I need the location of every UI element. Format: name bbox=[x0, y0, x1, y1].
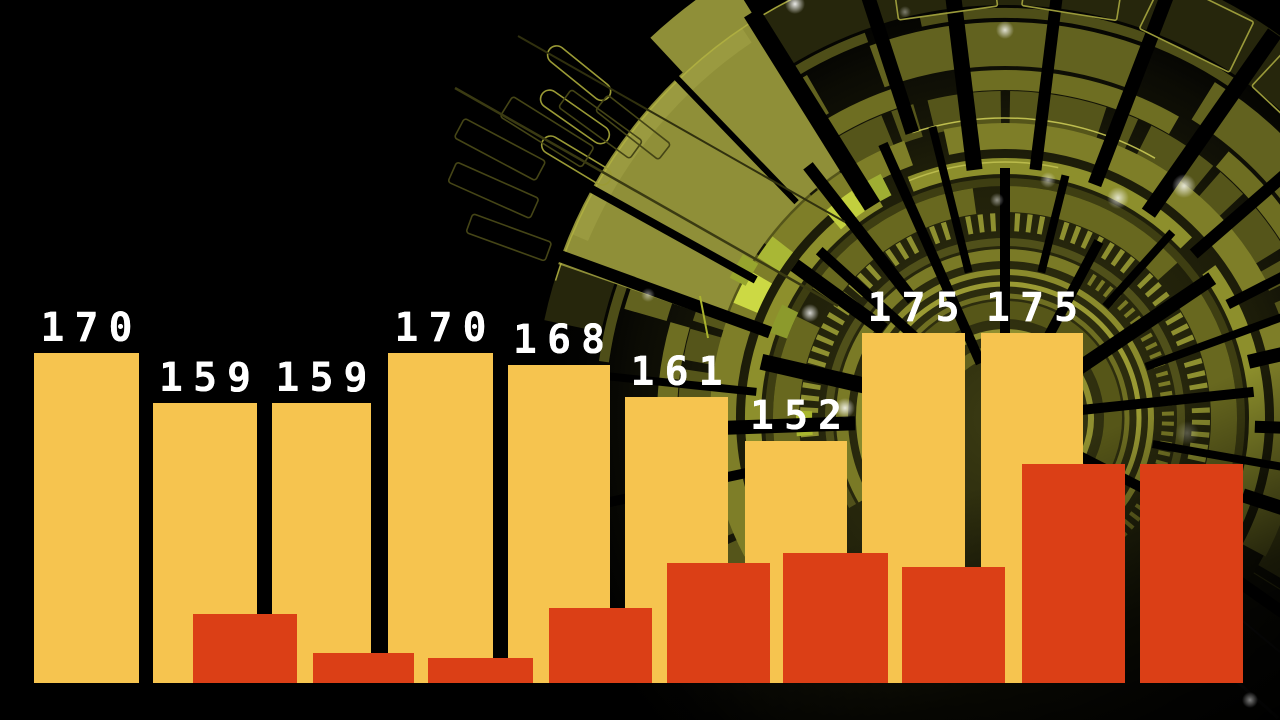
primary-bar bbox=[388, 353, 493, 683]
bar-value-label: 152 bbox=[749, 393, 853, 439]
bar-value-label: 170 bbox=[394, 305, 497, 351]
glow-particle bbox=[899, 6, 911, 18]
secondary-bar bbox=[313, 653, 414, 683]
secondary-bar bbox=[1022, 464, 1125, 683]
glow-particle bbox=[1242, 692, 1258, 708]
secondary-bar bbox=[902, 567, 1005, 683]
glow-particle bbox=[990, 193, 1004, 207]
glow-particle bbox=[1172, 174, 1196, 198]
glow-particle bbox=[1107, 187, 1129, 209]
bar-value-label: 170 bbox=[40, 305, 143, 351]
glow-particle bbox=[1040, 172, 1056, 188]
glow-particle bbox=[801, 304, 819, 322]
secondary-bar bbox=[667, 563, 770, 683]
primary-bar bbox=[34, 353, 139, 683]
glow-particle bbox=[1175, 421, 1199, 445]
bar-value-label: 168 bbox=[512, 317, 616, 363]
bar-value-label: 175 bbox=[867, 285, 970, 331]
glow-particle bbox=[785, 0, 805, 14]
bar-value-label: 161 bbox=[630, 349, 733, 395]
secondary-bar bbox=[549, 608, 652, 683]
bar-value-label: 175 bbox=[985, 285, 1089, 331]
bar-value-label: 159 bbox=[158, 355, 262, 401]
glow-particle bbox=[641, 288, 655, 302]
glow-particle bbox=[835, 398, 855, 418]
secondary-bar bbox=[1140, 464, 1243, 683]
secondary-bar bbox=[783, 553, 888, 683]
secondary-bar bbox=[193, 614, 297, 683]
secondary-bar bbox=[428, 658, 533, 683]
glow-particle bbox=[996, 21, 1014, 39]
bar-value-label: 159 bbox=[275, 355, 378, 401]
